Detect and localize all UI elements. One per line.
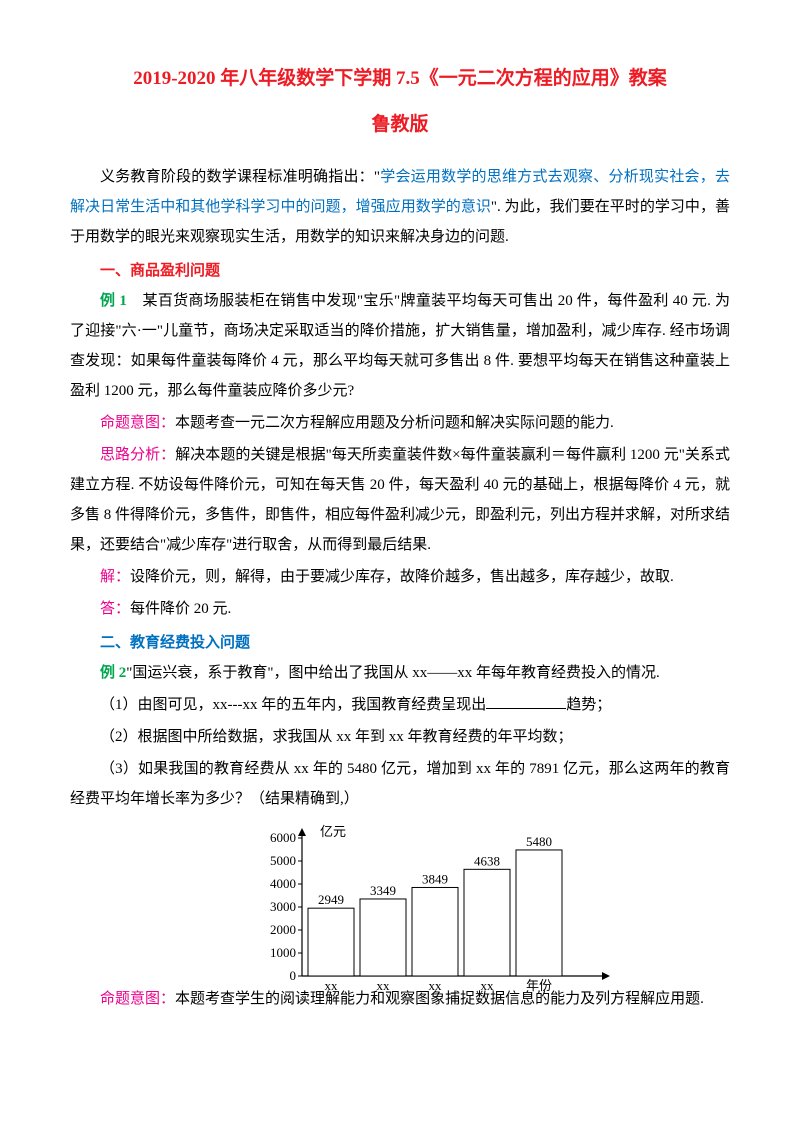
svg-text:3000: 3000 [270, 899, 296, 914]
svg-text:5480: 5480 [526, 834, 552, 849]
answer1-text: 每件降价 20 元. [130, 601, 231, 617]
example1-label: 例 1 [100, 293, 127, 309]
example1-text: 某百货商场服装柜在销售中发现"宝乐"牌童装平均每天可售出 20 件，每件盈利 4… [70, 293, 730, 399]
svg-text:0: 0 [290, 968, 297, 983]
solve1-label: 解： [100, 569, 130, 585]
svg-text:5000: 5000 [270, 853, 296, 868]
solve1: 解：设降价元，则，解得，由于要减少库存，故降价越多，售出越多，库存越少，故取. [70, 562, 730, 592]
bar-chart: 亿元 0 1000 2000 3000 4000 5000 6000 2949 xx 3349 xx 3… [250, 824, 650, 1004]
svg-text:年份: 年份 [526, 978, 552, 993]
question1: （1）由图可见，xx---xx 年的五年内，我国教育经费呈现出 趋势； [70, 690, 730, 720]
chart-svg: 亿元 0 1000 2000 3000 4000 5000 6000 2949 xx 3349 xx 3… [250, 824, 610, 994]
svg-text:3349: 3349 [370, 883, 396, 898]
analysis1-label: 思路分析： [100, 447, 175, 463]
svg-text:6000: 6000 [270, 830, 296, 845]
svg-text:4638: 4638 [474, 853, 500, 868]
q1-prefix: （1）由图可见，xx---xx 年的五年内，我国教育经费呈现出 [100, 697, 486, 713]
intro-prefix: 义务教育阶段的数学课程标准明确指出：" [100, 169, 380, 185]
intent2-label: 命题意图： [100, 991, 175, 1007]
section2-heading: 二、教育经费投入问题 [70, 628, 730, 658]
example1: 例 1 某百货商场服装柜在销售中发现"宝乐"牌童装平均每天可售出 20 件，每件… [70, 286, 730, 406]
section1-heading: 一、商品盈利问题 [70, 256, 730, 286]
svg-text:xx: xx [429, 978, 443, 993]
answer1-label: 答： [100, 601, 130, 617]
question2: （2）根据图中所给数据，求我国从 xx 年到 xx 年教育经费的年平均数； [70, 722, 730, 752]
blank-fill [486, 708, 566, 709]
svg-text:xx: xx [325, 978, 339, 993]
intent1-label: 命题意图： [100, 415, 175, 431]
intent1: 命题意图：本题考查一元二次方程解应用题及分析问题和解决实际问题的能力. [70, 408, 730, 438]
document-title: 2019-2020 年八年级数学下学期 7.5《一元二次方程的应用》教案 [70, 60, 730, 98]
section1-heading-text: 一、商品盈利问题 [100, 263, 220, 279]
question3: （3）如果我国的教育经费从 xx 年的 5480 亿元，增加到 xx 年的 78… [70, 754, 730, 814]
svg-text:1000: 1000 [270, 945, 296, 960]
svg-text:xx: xx [481, 978, 495, 993]
document-subtitle: 鲁教版 [70, 106, 730, 144]
section2-heading-text: 二、教育经费投入问题 [100, 635, 250, 651]
svg-text:3849: 3849 [422, 871, 448, 886]
svg-text:4000: 4000 [270, 876, 296, 891]
intent1-text: 本题考查一元二次方程解应用题及分析问题和解决实际问题的能力. [175, 415, 614, 431]
analysis1: 思路分析：解决本题的关键是根据"每天所卖童装件数×每件童装赢利＝每件赢利 120… [70, 440, 730, 560]
svg-text:2000: 2000 [270, 922, 296, 937]
svg-text:亿元: 亿元 [320, 824, 346, 839]
answer1: 答：每件降价 20 元. [70, 594, 730, 624]
svg-text:xx: xx [377, 978, 391, 993]
example2-text: "国运兴衰，系于教育"，图中给出了我国从 xx——xx 年每年教育经费投入的情况… [126, 665, 660, 681]
example2: 例 2"国运兴衰，系于教育"，图中给出了我国从 xx——xx 年每年教育经费投入… [70, 658, 730, 688]
q1-suffix: 趋势； [566, 697, 611, 713]
intro-paragraph: 义务教育阶段的数学课程标准明确指出："学会运用数学的思维方式去观察、分析现实社会… [70, 162, 730, 252]
example2-label: 例 2 [100, 665, 126, 681]
solve1-text: 设降价元，则，解得，由于要减少库存，故降价越多，售出越多，库存越少，故取. [130, 569, 674, 585]
svg-text:2949: 2949 [318, 892, 344, 907]
